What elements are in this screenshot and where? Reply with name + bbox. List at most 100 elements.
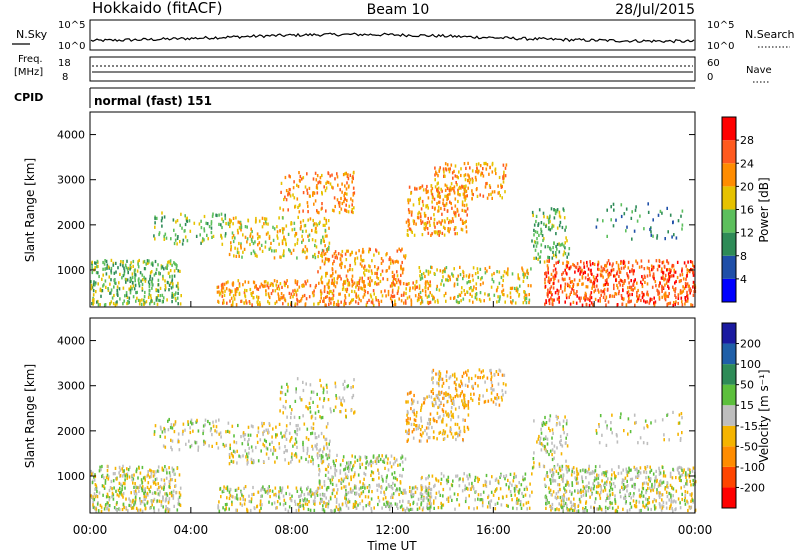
data-point	[535, 214, 538, 218]
data-point	[575, 292, 577, 296]
data-point	[646, 266, 649, 270]
data-point	[305, 229, 307, 233]
data-point	[340, 402, 342, 406]
data-point	[538, 462, 541, 466]
data-point	[522, 503, 525, 507]
data-point	[667, 230, 669, 234]
data-point	[504, 477, 506, 481]
data-point	[306, 452, 308, 456]
ytick-label: 4000	[57, 129, 85, 142]
data-point	[406, 282, 409, 286]
data-point	[430, 265, 432, 269]
data-point	[191, 422, 193, 426]
data-point	[132, 295, 135, 299]
data-point	[396, 249, 399, 253]
data-point	[217, 506, 219, 510]
data-point	[565, 293, 568, 297]
data-point	[146, 491, 149, 495]
data-point	[179, 503, 182, 507]
data-point	[542, 464, 545, 468]
data-point	[461, 374, 464, 379]
data-point	[562, 278, 565, 282]
data-point	[463, 393, 466, 397]
data-point	[283, 434, 285, 438]
data-point	[679, 291, 682, 295]
data-point	[617, 292, 620, 296]
data-point	[306, 247, 308, 251]
data-point	[323, 285, 326, 289]
data-point	[211, 214, 214, 218]
data-point	[490, 192, 492, 196]
data-point	[312, 426, 315, 431]
data-point	[203, 238, 205, 242]
data-point	[150, 485, 152, 489]
data-point	[236, 493, 238, 497]
data-point	[163, 478, 166, 482]
data-point	[381, 486, 383, 490]
data-point	[115, 477, 118, 481]
data-point	[276, 433, 278, 437]
data-point	[659, 209, 662, 213]
data-point	[443, 170, 445, 174]
data-point	[363, 288, 366, 292]
data-point	[281, 489, 283, 493]
data-point	[295, 290, 297, 294]
data-point	[606, 261, 609, 265]
data-point	[478, 401, 480, 406]
data-point	[402, 282, 405, 286]
data-point	[135, 506, 138, 510]
data-point	[566, 272, 568, 276]
data-point	[446, 163, 449, 167]
data-point	[451, 414, 453, 418]
data-point	[90, 287, 93, 291]
data-point	[600, 274, 602, 278]
data-point	[303, 293, 306, 298]
data-point	[176, 466, 179, 470]
data-point	[259, 303, 261, 307]
data-point	[132, 477, 135, 481]
data-point	[156, 216, 158, 220]
data-point	[346, 461, 348, 465]
data-point	[144, 503, 146, 507]
data-point	[456, 498, 458, 502]
data-point	[594, 288, 597, 292]
data-point	[513, 472, 516, 476]
data-point	[203, 214, 206, 219]
data-point	[90, 472, 93, 476]
data-point	[149, 468, 151, 472]
data-point	[411, 493, 414, 497]
data-point	[186, 239, 189, 243]
ytick-label: 2000	[57, 219, 85, 232]
data-point	[324, 228, 327, 232]
data-point	[436, 393, 439, 397]
data-point	[299, 487, 302, 491]
data-point	[333, 408, 335, 413]
data-point	[525, 293, 528, 297]
data-point	[341, 287, 344, 291]
data-point	[122, 264, 124, 268]
data-point	[692, 273, 695, 277]
date-title: 28/Jul/2015	[615, 2, 695, 18]
data-point	[221, 225, 223, 230]
data-point	[672, 303, 674, 307]
data-point	[145, 492, 147, 496]
data-point	[128, 475, 131, 479]
data-point	[648, 270, 651, 274]
data-point	[587, 297, 590, 301]
data-point	[681, 267, 683, 271]
data-point	[443, 294, 446, 298]
data-point	[518, 488, 521, 492]
data-point	[607, 259, 610, 263]
data-point	[536, 440, 538, 444]
data-point	[661, 504, 663, 508]
data-point	[471, 481, 473, 485]
data-point	[301, 229, 304, 233]
data-point	[664, 283, 666, 287]
data-point	[487, 495, 489, 500]
data-point	[407, 224, 410, 228]
data-point	[495, 402, 497, 406]
data-point	[320, 253, 322, 257]
data-point	[513, 475, 515, 480]
data-point	[345, 491, 347, 495]
data-point	[153, 509, 156, 513]
